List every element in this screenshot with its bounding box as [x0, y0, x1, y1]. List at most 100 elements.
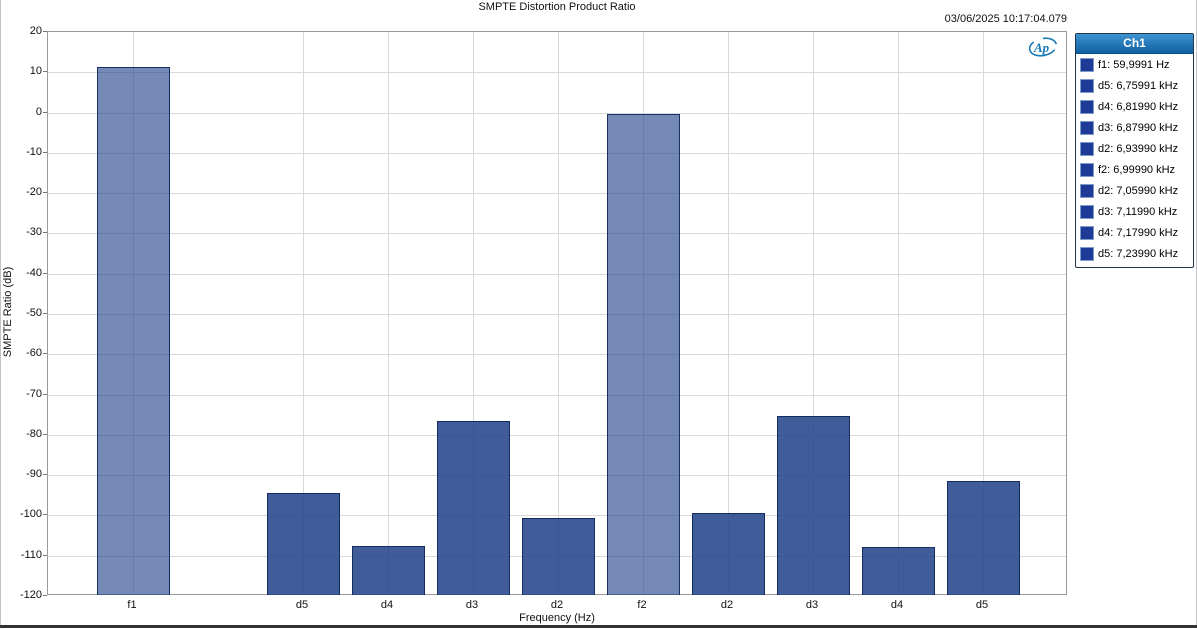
v-gridline	[983, 32, 984, 594]
v-gridline	[728, 32, 729, 594]
h-gridline	[48, 72, 1066, 74]
legend-item: d2: 7,05990 kHz	[1076, 180, 1193, 201]
legend-panel[interactable]: Ch1 f1: 59,9991 Hz d5: 6,75991 kHz d4: 6,8…	[1075, 33, 1194, 268]
window-edge-left	[0, 0, 1, 626]
bar-f2	[606, 113, 680, 595]
h-gridline	[48, 233, 1066, 235]
x-tick-label: d3	[805, 599, 819, 611]
legend-swatch-icon	[1080, 141, 1094, 156]
legend-swatch-icon	[1080, 99, 1094, 114]
h-gridline	[48, 475, 1066, 477]
y-tick-mark	[43, 313, 47, 314]
bar-d2	[521, 518, 595, 595]
legend-item-label: d5: 6,75991 kHz	[1098, 79, 1179, 92]
legend-items: f1: 59,9991 Hz d5: 6,75991 kHz d4: 6,81990…	[1076, 54, 1193, 264]
h-gridline	[48, 314, 1066, 315]
bar-d5	[266, 492, 340, 595]
legend-swatch-icon	[1080, 120, 1094, 135]
legend-swatch-icon	[1080, 57, 1094, 72]
x-tick-label: d3	[465, 599, 479, 611]
h-gridline	[48, 193, 1066, 195]
legend-item: f2: 6,99990 kHz	[1076, 159, 1193, 180]
v-gridline	[473, 32, 474, 594]
y-tick-mark	[43, 433, 47, 435]
y-tick-mark	[43, 353, 47, 355]
x-tick-label: d4	[890, 599, 904, 611]
y-tick-mark	[43, 31, 47, 32]
y-tick-label: -50	[26, 307, 42, 319]
y-tick-mark	[43, 71, 47, 73]
svg-text:Ap: Ap	[1033, 40, 1050, 55]
y-tick-label: -10	[26, 145, 42, 158]
x-tick-label: d5	[295, 599, 309, 611]
bar-d3	[776, 415, 850, 595]
legend-item: d5: 6,75991 kHz	[1076, 75, 1193, 96]
y-tick-mark	[43, 232, 47, 234]
legend-item: d2: 6,93990 kHz	[1076, 138, 1193, 159]
y-tick-label: -60	[26, 347, 42, 360]
legend-item: d3: 6,87990 kHz	[1076, 117, 1193, 138]
v-gridline	[303, 32, 304, 594]
y-tick-mark	[43, 111, 47, 113]
x-tick-label: d4	[380, 599, 394, 611]
h-gridline	[48, 273, 1066, 275]
y-tick-mark	[43, 272, 47, 274]
legend-item-label: d2: 7,05990 kHz	[1098, 184, 1179, 197]
v-gridline	[388, 32, 389, 594]
y-tick-mark	[43, 595, 47, 596]
x-tick-label: d5	[975, 599, 989, 611]
bar-d2	[691, 513, 765, 595]
legend-swatch-icon	[1080, 204, 1094, 219]
y-tick-mark	[43, 474, 47, 476]
y-tick-mark	[43, 393, 47, 395]
y-tick-label: -70	[26, 387, 42, 400]
h-gridline	[48, 394, 1066, 396]
legend-item-label: d4: 6,81990 kHz	[1098, 100, 1179, 113]
legend-item-label: f1: 59,9991 Hz	[1098, 58, 1170, 71]
timestamp: 03/06/2025 10:17:04.079	[944, 13, 1067, 25]
bar-d4	[351, 546, 425, 595]
legend-swatch-icon	[1080, 225, 1094, 240]
legend-swatch-icon	[1080, 183, 1094, 198]
x-tick-label: f1	[127, 599, 137, 611]
legend-swatch-icon	[1080, 162, 1094, 177]
legend-item: d4: 6,81990 kHz	[1076, 96, 1193, 117]
y-tick-label: -20	[26, 186, 42, 199]
y-tick-label: 10	[29, 65, 42, 78]
v-gridline	[898, 32, 899, 594]
x-tick-label: f2	[637, 599, 647, 611]
chart-title: SMPTE Distortion Product Ratio	[478, 1, 636, 13]
legend-item: d5: 7,23990 kHz	[1076, 243, 1193, 264]
x-tick-label: d2	[550, 599, 564, 611]
h-gridline	[48, 152, 1066, 154]
h-gridline	[48, 112, 1066, 114]
v-gridline	[558, 32, 559, 594]
bar-d3	[436, 420, 510, 595]
window-bottom-divider	[0, 625, 1197, 628]
y-tick-label: -80	[26, 427, 42, 440]
bar-d5	[946, 480, 1020, 595]
y-tick-label: -120	[19, 589, 42, 601]
y-tick-mark	[43, 192, 47, 194]
legend-item: d3: 7,11990 kHz	[1076, 201, 1193, 222]
legend-item: d4: 7,17990 kHz	[1076, 222, 1193, 243]
h-gridline	[48, 434, 1066, 436]
y-tick-label: 20	[29, 25, 42, 37]
v-gridline	[813, 32, 814, 594]
legend-item-label: d2: 6,93990 kHz	[1098, 142, 1179, 155]
h-gridline	[48, 515, 1066, 517]
h-gridline	[48, 354, 1066, 356]
y-tick-label: -90	[26, 468, 42, 481]
y-tick-mark	[43, 514, 47, 516]
y-tick-label: -110	[20, 548, 42, 561]
x-tick-label: d2	[720, 599, 734, 611]
bar-f1	[96, 67, 170, 595]
legend-item: f1: 59,9991 Hz	[1076, 54, 1193, 75]
plot-area: Ap	[47, 31, 1067, 595]
legend-swatch-icon	[1080, 78, 1094, 93]
y-tick-mark	[43, 151, 47, 153]
y-tick-mark	[43, 554, 47, 556]
legend-header: Ch1	[1076, 34, 1193, 54]
y-tick-label: 0	[35, 105, 42, 118]
